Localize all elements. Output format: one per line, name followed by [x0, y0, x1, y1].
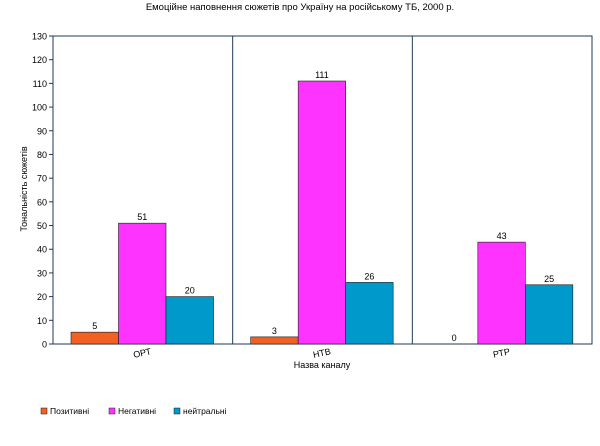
- bar-value-labels: 5 51 20 3 111 26 0 43 25: [92, 70, 554, 343]
- bar: [297, 80, 346, 345]
- bar: [345, 282, 394, 345]
- legend-item: нейтральні: [173, 406, 227, 416]
- legend-label: нейтральні: [183, 406, 227, 416]
- bar-value-label: 3: [272, 326, 277, 336]
- legend-label: Позитивні: [50, 406, 89, 416]
- legend-swatch: [108, 407, 116, 415]
- y-tick-label: 20: [37, 292, 47, 302]
- x-axis-ticks: ОРТ НТВ РТР: [132, 346, 511, 360]
- legend: Позитивні Негативні нейтральні: [40, 406, 227, 416]
- x-axis-title: Назва каналу: [294, 360, 351, 370]
- y-tick-label: 120: [32, 55, 47, 65]
- legend-label: Негативні: [118, 406, 156, 416]
- legend-swatch: [40, 407, 48, 415]
- bar: [165, 296, 214, 345]
- bar: [250, 336, 299, 345]
- y-tick-label: 50: [37, 221, 47, 231]
- bar: [477, 241, 526, 345]
- y-tick-label: 80: [37, 150, 47, 160]
- y-tick-label: 70: [37, 174, 47, 184]
- y-tick-label: 130: [32, 32, 47, 42]
- bar-value-label: 5: [92, 321, 97, 331]
- bar-value-label: 51: [137, 212, 147, 222]
- y-tick-label: 100: [32, 103, 47, 113]
- y-tick-label: 60: [37, 197, 47, 207]
- bar-value-label: 111: [315, 70, 329, 80]
- bar-value-label: 20: [185, 286, 195, 296]
- y-axis-title: Тональність сюжетів: [19, 146, 29, 231]
- bar: [118, 222, 167, 345]
- bar-value-label: 26: [364, 271, 374, 281]
- y-tick-label: 30: [37, 268, 47, 278]
- x-tick-label: РТР: [492, 346, 511, 359]
- x-tick-label: НТВ: [312, 346, 332, 360]
- bar-value-label: 0: [452, 333, 457, 343]
- y-tick-label: 0: [42, 340, 47, 350]
- legend-item: Негативні: [108, 406, 156, 416]
- legend-item: Позитивні: [40, 406, 89, 416]
- bar: [525, 284, 574, 345]
- x-tick-label: ОРТ: [132, 346, 152, 360]
- bar-value-label: 25: [544, 274, 554, 284]
- legend-swatch: [173, 407, 181, 415]
- bar: [70, 331, 119, 345]
- chart-title: Емоційне наповнення сюжетів про Україну …: [146, 2, 454, 13]
- y-tick-label: 40: [37, 245, 47, 255]
- y-tick-label: 110: [33, 79, 47, 89]
- bar-value-label: 43: [497, 231, 507, 241]
- bars: [70, 80, 574, 345]
- y-tick-label: 10: [37, 316, 47, 326]
- y-tick-label: 90: [37, 126, 47, 136]
- y-axis-ticks: 0 10 20 30 40 50 60 70 80 90 100 110 120 130: [32, 32, 53, 350]
